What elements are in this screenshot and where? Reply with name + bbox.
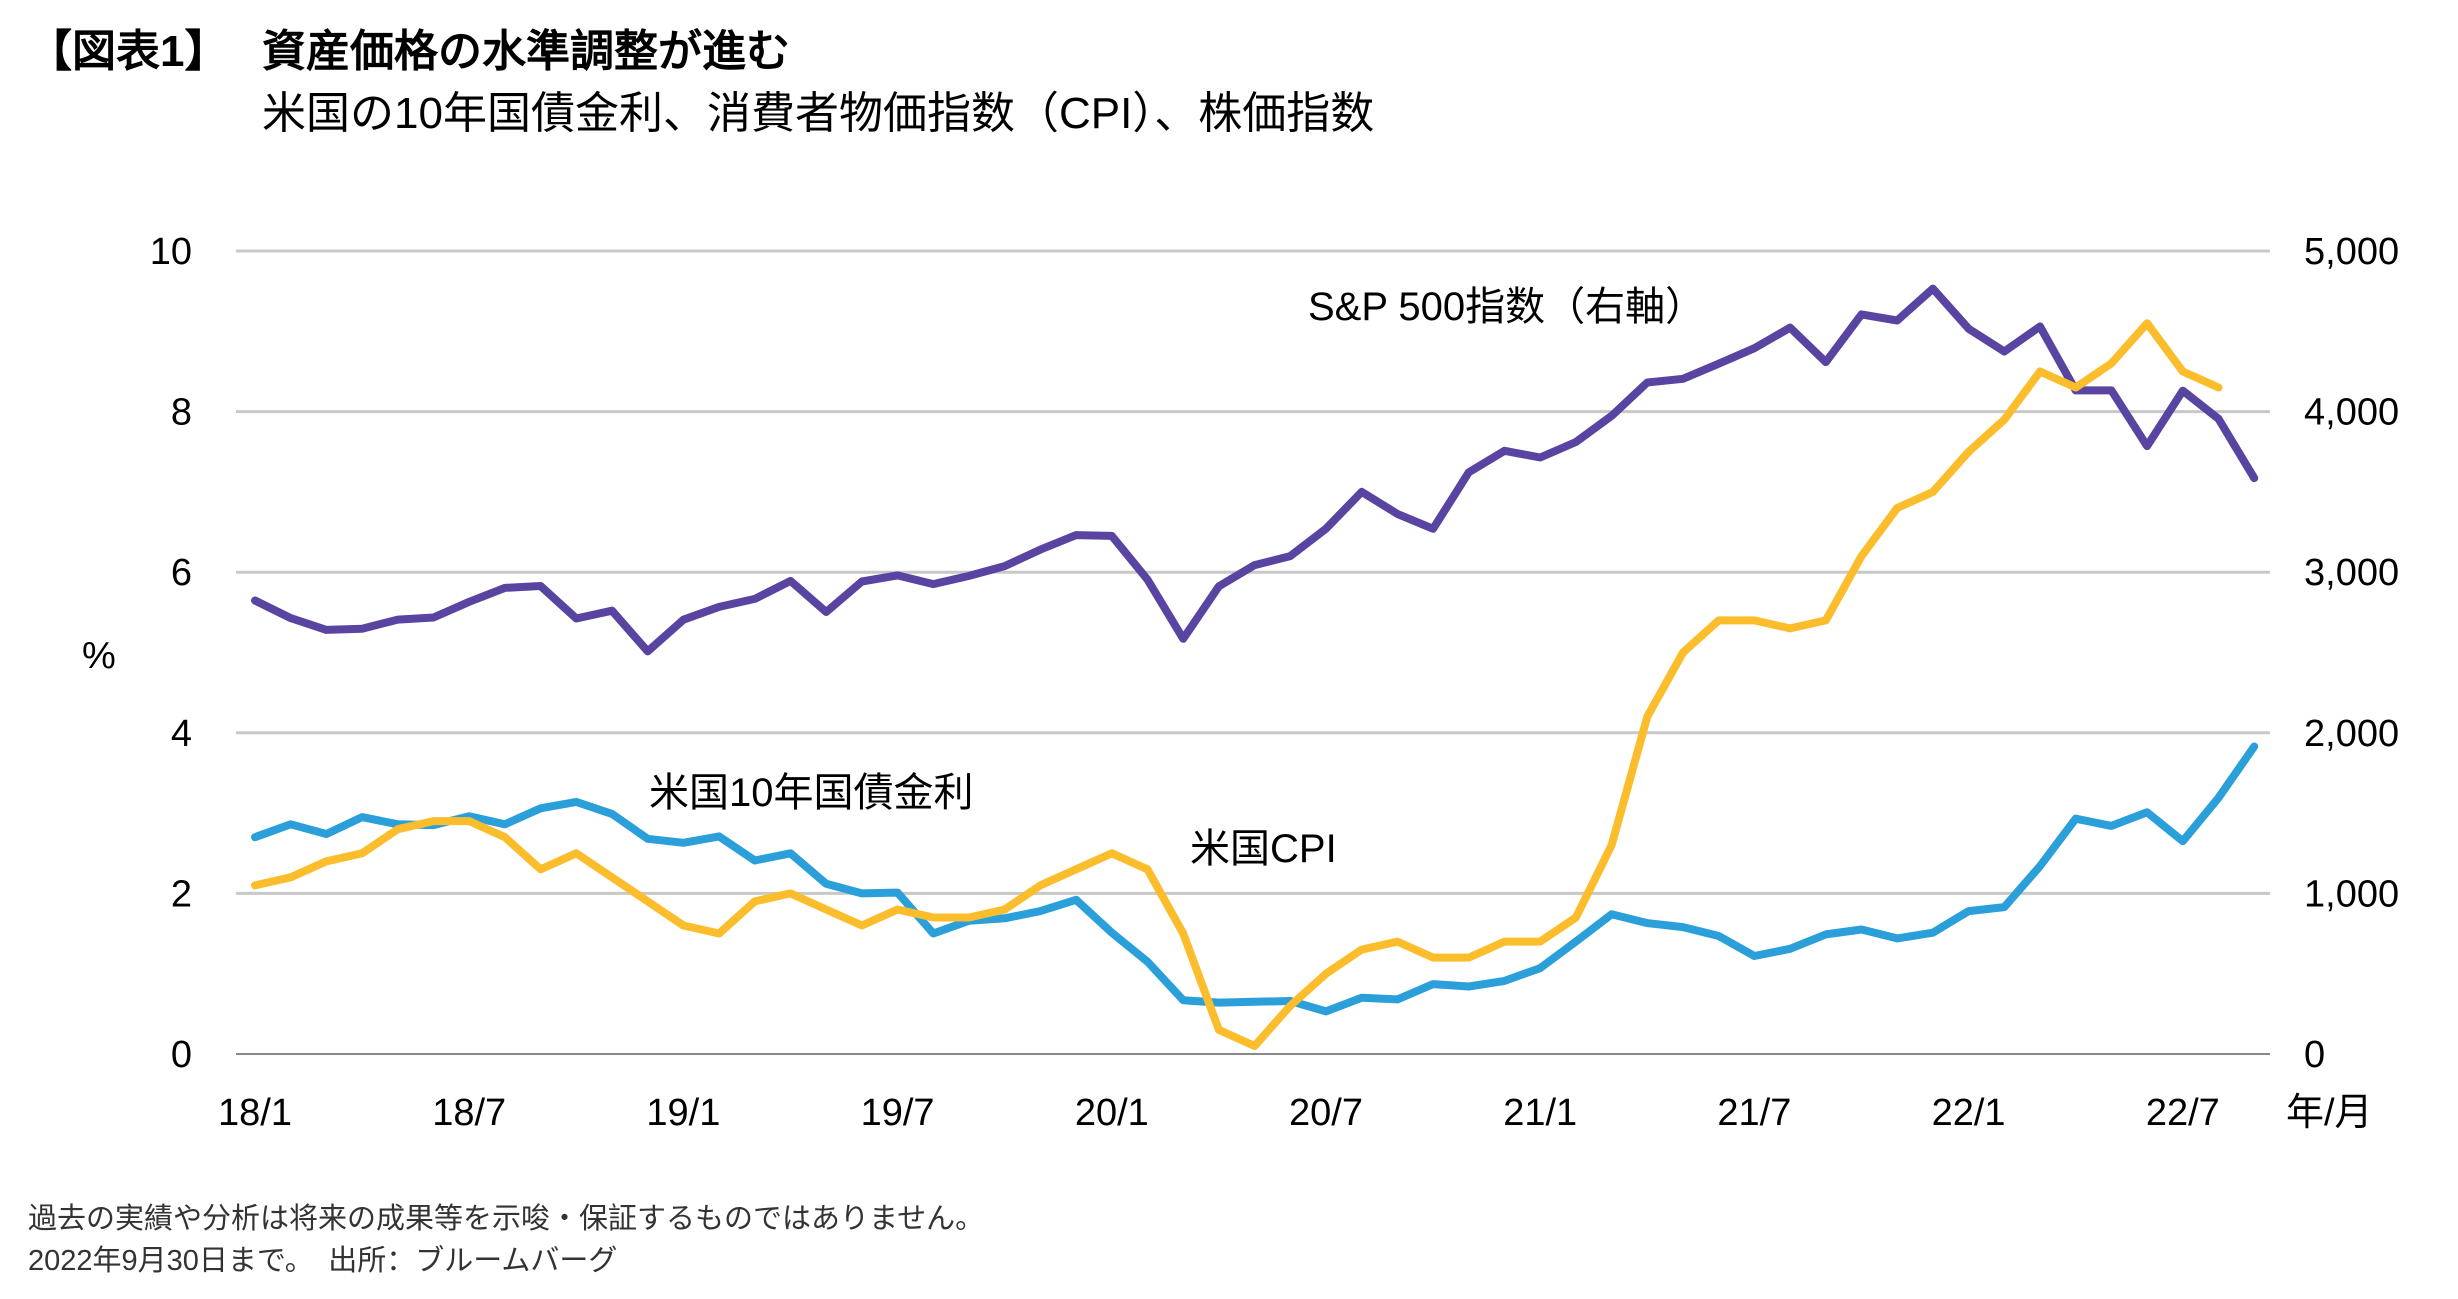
x-tick: 22/1 <box>1932 1092 2006 1134</box>
y-tick-left: 6 <box>171 552 192 594</box>
x-tick: 20/7 <box>1289 1092 1363 1134</box>
y-tick-left: 4 <box>171 713 192 755</box>
x-axis-label: 年/月 <box>2286 1092 2373 1134</box>
y-tick-right: 2,000 <box>2304 713 2399 755</box>
series-label-cpi: 米国CPI <box>1190 827 1337 871</box>
series-label-sp500: S&P 500指数（右軸） <box>1308 285 1705 329</box>
y-tick-right: 0 <box>2304 1034 2325 1076</box>
y-tick-right: 3,000 <box>2304 552 2399 594</box>
cpi-line <box>251 319 2223 1050</box>
chart-title: 資産価格の水準調整が進む <box>262 27 790 76</box>
figure-number: 【図表1】 <box>28 27 228 76</box>
x-tick: 18/7 <box>432 1092 506 1134</box>
sp500-line <box>251 284 2259 656</box>
x-tick: 21/7 <box>1717 1092 1791 1134</box>
x-tick: 20/1 <box>1075 1092 1149 1134</box>
y-tick-left: 10 <box>150 231 192 273</box>
y-tick-left: 0 <box>171 1034 192 1076</box>
y-tick-right: 1,000 <box>2304 873 2399 915</box>
us10y-line <box>251 742 2259 1016</box>
y-tick-right: 4,000 <box>2304 392 2399 434</box>
chart-subtitle: 米国の10年国債金利、消費者物価指数（CPI）、株価指数 <box>262 89 1374 138</box>
y-axis-left-label: % <box>82 635 116 677</box>
y-tick-right: 5,000 <box>2304 231 2399 273</box>
x-tick: 21/1 <box>1503 1092 1577 1134</box>
y-tick-left: 2 <box>171 873 192 915</box>
footer-source: 2022年9月30日まで。 出所：ブルームバーグ <box>28 1244 617 1277</box>
x-tick: 18/1 <box>218 1092 292 1134</box>
x-tick: 19/1 <box>646 1092 720 1134</box>
series-label-10y: 米国10年国債金利 <box>649 771 974 815</box>
x-tick: 22/7 <box>2146 1092 2220 1134</box>
y-tick-left: 8 <box>171 392 192 434</box>
footer-disclaimer: 過去の実績や分析は将来の成果等を示唆・保証するものではありません。 <box>28 1202 984 1235</box>
x-tick: 19/7 <box>861 1092 935 1134</box>
